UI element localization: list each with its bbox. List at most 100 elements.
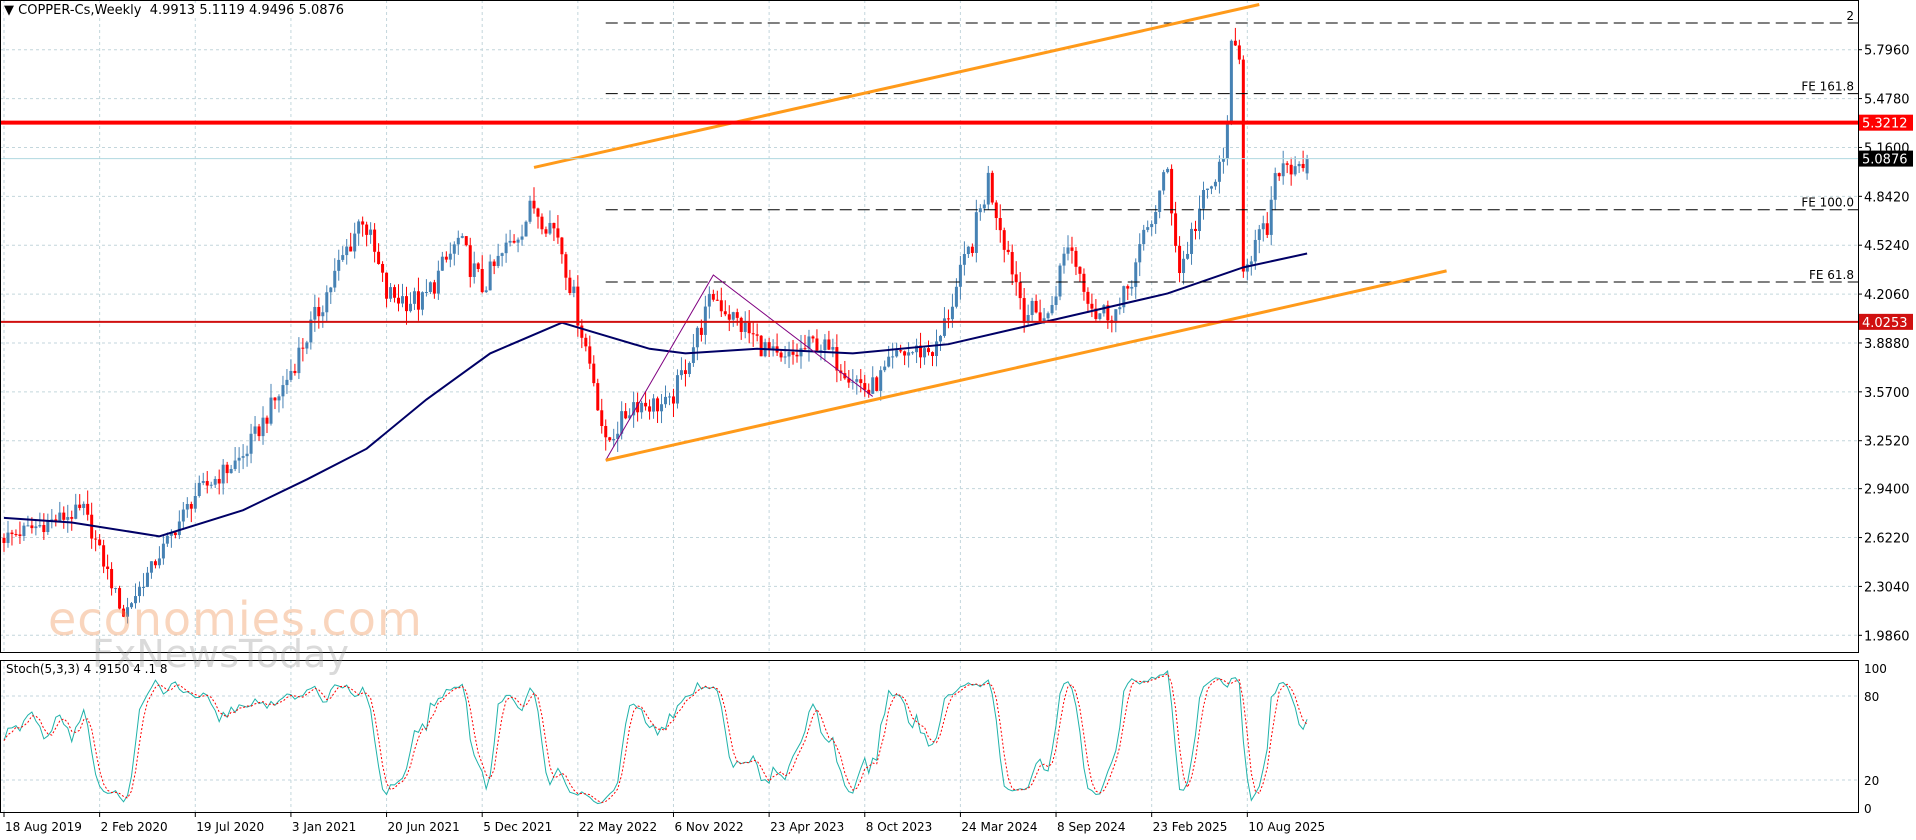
candle-body [1078, 266, 1082, 274]
candle-body [106, 566, 110, 569]
candle-body [102, 545, 106, 567]
candle-body [137, 587, 141, 597]
candle-body [915, 345, 919, 353]
candle-body [608, 437, 612, 441]
candle-body [1022, 298, 1026, 323]
candle-body [1034, 300, 1038, 313]
chart-header: ▼ COPPER-Cs,Weekly 4.9913 5.1119 4.9496 … [4, 3, 349, 18]
candle-body [440, 256, 444, 271]
price-tick-label: 5.7960 [1864, 44, 1910, 59]
candle-body [719, 300, 723, 312]
candle-body [492, 261, 496, 267]
main-plot: 2 FE 161.8 FE 100.0 FE 61.8 [0, 0, 1858, 652]
candle-body [257, 426, 261, 437]
candle-body [1269, 199, 1273, 235]
candle-body [118, 588, 122, 609]
candle-body [1289, 164, 1293, 175]
candle-body [982, 204, 986, 209]
candle-body [488, 261, 492, 291]
candle-body [568, 277, 572, 294]
candle-body [954, 286, 958, 307]
current-price-tag [1859, 150, 1913, 167]
candle-body [576, 286, 580, 326]
candle-body [978, 208, 982, 213]
candle-body [803, 348, 807, 350]
stochastic-values: 4 .9150 4 .1 8 [83, 662, 168, 676]
candle-body [1138, 244, 1142, 263]
candle-body [616, 433, 620, 439]
date-tick-label: 20 Jun 2021 [388, 820, 460, 834]
candle-body [381, 263, 385, 273]
candle-body [329, 287, 333, 293]
candle-body [1010, 252, 1014, 275]
candle-body [703, 306, 707, 335]
candle-body [887, 356, 891, 367]
date-tick-label: 18 Aug 2019 [5, 820, 82, 834]
candle-body [1002, 230, 1006, 250]
candle-body [934, 341, 938, 357]
candle-body [699, 327, 703, 335]
date-tick-label: 2 Feb 2020 [101, 820, 168, 834]
candle-body [1102, 305, 1106, 314]
candle-body [185, 504, 189, 510]
candle-body [923, 348, 927, 358]
candle-body [911, 352, 915, 354]
candle-body [1142, 229, 1146, 245]
candle-body [1074, 250, 1078, 267]
candle-body [90, 514, 94, 539]
candle-body [863, 383, 867, 390]
candle-body [1054, 296, 1058, 305]
date-tick-label: 8 Sep 2024 [1057, 820, 1125, 834]
candle-body [588, 346, 592, 364]
candle-body [683, 370, 687, 374]
candle-body [265, 417, 269, 424]
candle-body [297, 347, 301, 374]
candle-body [341, 255, 345, 260]
candle-body [177, 521, 181, 536]
dropdown-triangle-icon[interactable]: ▼ [4, 3, 19, 18]
candle-body [82, 503, 86, 508]
candle-body [373, 229, 377, 252]
candle-body [389, 287, 393, 299]
candle-body [365, 224, 369, 235]
candle-body [66, 517, 70, 520]
candle-body [401, 296, 404, 304]
candle-body [600, 410, 604, 426]
candle-body [42, 525, 46, 533]
candle-body [994, 202, 998, 219]
stoch-tick-label: 20 [1864, 774, 1879, 788]
candle-body [233, 460, 237, 470]
candle-body [990, 172, 994, 203]
candle-body [161, 543, 165, 559]
candle-body [787, 351, 791, 357]
candle-body [253, 426, 257, 434]
candle-body [1261, 223, 1265, 230]
candle-body [552, 222, 556, 229]
candle-body [189, 504, 193, 509]
candle-body [520, 236, 524, 240]
candle-body [153, 561, 157, 566]
candle-body [895, 350, 899, 357]
candle-body [205, 481, 209, 486]
candle-body [317, 306, 321, 317]
candle-body [333, 270, 337, 288]
candle-body [1158, 190, 1162, 212]
candle-body [855, 379, 859, 382]
candle-body [337, 259, 341, 271]
candle-body [500, 253, 504, 256]
candle-body [1062, 253, 1066, 266]
candle-body [1162, 172, 1166, 191]
candle-body [197, 482, 201, 497]
candle-body [436, 270, 440, 294]
candle-body [122, 608, 126, 617]
price-tick-label: 1.9860 [1864, 629, 1910, 644]
candle-body [1114, 309, 1118, 323]
candle-body [6, 532, 10, 543]
candle-body [731, 312, 735, 320]
date-tick-label: 10 Aug 2025 [1248, 820, 1325, 834]
candle-body [867, 389, 871, 394]
candle-body [1229, 40, 1233, 125]
candle-body [145, 572, 149, 587]
candle-body [94, 538, 98, 540]
